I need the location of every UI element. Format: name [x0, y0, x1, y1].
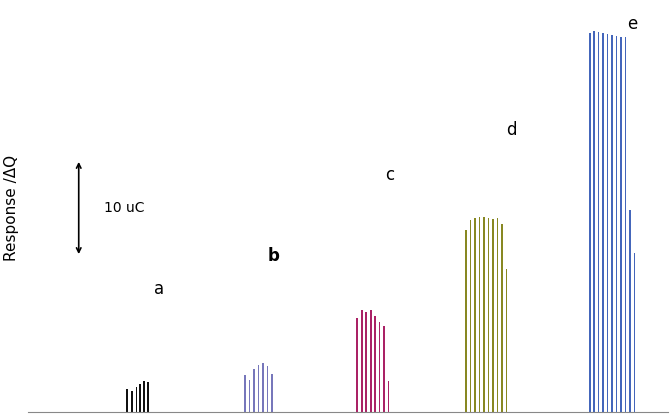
- Bar: [488, 218, 489, 412]
- Bar: [267, 366, 268, 412]
- Text: e: e: [628, 15, 638, 33]
- Bar: [501, 224, 503, 412]
- Text: d: d: [506, 121, 516, 139]
- Bar: [139, 384, 141, 412]
- Bar: [374, 316, 376, 412]
- Bar: [366, 312, 367, 412]
- Bar: [483, 217, 485, 412]
- Bar: [474, 218, 476, 412]
- Bar: [136, 387, 137, 412]
- Bar: [126, 389, 128, 412]
- Bar: [383, 326, 385, 412]
- Bar: [253, 369, 255, 412]
- Text: c: c: [385, 166, 394, 183]
- Bar: [593, 31, 595, 412]
- Bar: [258, 365, 259, 412]
- Bar: [271, 374, 273, 412]
- Bar: [602, 33, 604, 412]
- Bar: [388, 381, 390, 412]
- Bar: [598, 32, 599, 412]
- Bar: [634, 253, 635, 412]
- Bar: [361, 310, 363, 412]
- Bar: [470, 220, 472, 412]
- Bar: [589, 33, 591, 412]
- Bar: [356, 318, 358, 412]
- Bar: [616, 36, 618, 412]
- Bar: [131, 391, 132, 412]
- Bar: [629, 210, 631, 412]
- Bar: [625, 37, 626, 412]
- Bar: [245, 375, 246, 412]
- Text: a: a: [154, 280, 164, 298]
- Bar: [370, 310, 372, 412]
- Text: 10 uC: 10 uC: [104, 201, 145, 215]
- Bar: [465, 230, 467, 412]
- Bar: [147, 382, 149, 412]
- Y-axis label: Response /ΔQ: Response /ΔQ: [4, 155, 19, 261]
- Bar: [143, 381, 145, 412]
- Bar: [492, 219, 494, 412]
- Bar: [478, 217, 480, 412]
- Bar: [620, 37, 622, 412]
- Text: b: b: [268, 247, 280, 265]
- Bar: [249, 380, 251, 412]
- Bar: [262, 363, 264, 412]
- Bar: [505, 269, 507, 412]
- Bar: [612, 35, 613, 412]
- Bar: [379, 322, 380, 412]
- Bar: [497, 218, 499, 412]
- Bar: [607, 34, 608, 412]
